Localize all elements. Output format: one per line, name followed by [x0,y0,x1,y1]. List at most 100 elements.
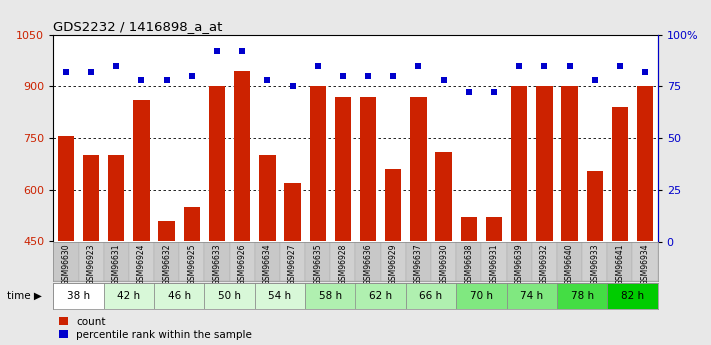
Bar [58,136,74,242]
Point [387,73,399,79]
Text: 66 h: 66 h [419,291,443,301]
Bar [154,241,179,281]
Text: 50 h: 50 h [218,291,241,301]
Text: GSM96928: GSM96928 [338,244,348,285]
Text: GSM96636: GSM96636 [363,244,373,285]
Bar [461,217,477,241]
Bar [335,97,351,242]
Text: GSM96926: GSM96926 [237,244,247,285]
Bar [104,283,154,309]
Bar [607,283,658,309]
Bar [532,241,557,281]
Bar [183,207,200,242]
Bar [582,241,607,281]
Point [488,90,500,95]
Bar [506,283,557,309]
Bar [456,283,506,309]
Text: 42 h: 42 h [117,291,141,301]
Text: GSM96641: GSM96641 [616,244,624,285]
Text: GSM96635: GSM96635 [314,244,322,285]
Bar [129,241,154,281]
Text: GSM96637: GSM96637 [414,244,423,285]
Point [287,83,298,89]
Text: GDS2232 / 1416898_a_at: GDS2232 / 1416898_a_at [53,20,223,33]
Text: GSM96924: GSM96924 [137,244,146,285]
Bar [305,283,356,309]
Point [111,63,122,68]
Text: GSM96639: GSM96639 [515,244,524,285]
Text: 58 h: 58 h [319,291,342,301]
Point [589,77,600,83]
Bar [205,283,255,309]
Bar [557,283,607,309]
Bar [179,241,205,281]
Text: 70 h: 70 h [470,291,493,301]
Bar [230,241,255,281]
Text: 54 h: 54 h [268,291,292,301]
Bar [406,283,456,309]
Text: 78 h: 78 h [570,291,594,301]
Text: GSM96925: GSM96925 [187,244,196,285]
Bar [611,107,628,242]
Text: GSM96929: GSM96929 [389,244,397,285]
Point [438,77,449,83]
Bar [511,86,528,241]
Bar [255,283,305,309]
Point [363,73,374,79]
Bar [331,241,356,281]
Point [513,63,525,68]
Point [237,48,248,54]
Bar [506,241,532,281]
Point [539,63,550,68]
Text: GSM96640: GSM96640 [565,244,574,285]
Text: GSM96631: GSM96631 [112,244,121,285]
Bar [280,241,305,281]
Bar [380,241,406,281]
Text: 82 h: 82 h [621,291,644,301]
Point [85,69,97,75]
Point [262,77,273,83]
Bar [78,241,104,281]
Bar [456,241,481,281]
Bar [53,241,78,281]
Bar [154,283,205,309]
Bar [406,241,431,281]
Bar [360,97,376,242]
Text: 46 h: 46 h [168,291,191,301]
Bar [255,241,280,281]
Text: GSM96930: GSM96930 [439,244,448,285]
Point [564,63,575,68]
Bar [209,86,225,241]
Bar [284,183,301,242]
Bar [104,241,129,281]
Text: GSM96633: GSM96633 [213,244,222,285]
Bar [356,283,406,309]
Text: GSM96927: GSM96927 [288,244,297,285]
Bar [637,86,653,241]
Bar [587,171,603,242]
Text: GSM96932: GSM96932 [540,244,549,285]
Text: GSM96638: GSM96638 [464,244,474,285]
Text: GSM96632: GSM96632 [162,244,171,285]
Bar [305,241,331,281]
Bar [481,241,506,281]
Bar [205,241,230,281]
Text: GSM96933: GSM96933 [590,244,599,285]
Bar [356,241,380,281]
Point [60,69,72,75]
Text: GSM96931: GSM96931 [489,244,498,285]
Bar [431,241,456,281]
Text: 38 h: 38 h [67,291,90,301]
Text: GSM96923: GSM96923 [87,244,95,285]
Bar [562,86,578,241]
Bar [435,152,451,242]
Legend: count, percentile rank within the sample: count, percentile rank within the sample [58,317,252,340]
Bar [108,155,124,242]
Bar [309,86,326,241]
Text: GSM96630: GSM96630 [61,244,70,285]
Text: GSM96634: GSM96634 [263,244,272,285]
Bar [385,169,402,241]
Bar [234,71,250,242]
Point [463,90,474,95]
Bar [536,86,552,241]
